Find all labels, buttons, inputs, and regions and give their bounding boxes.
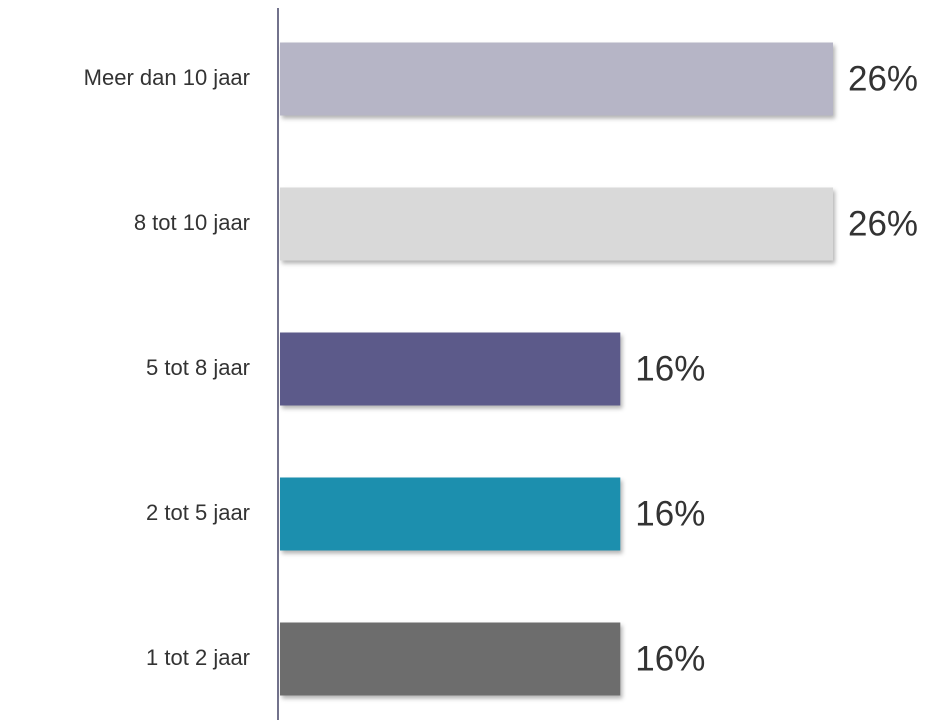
value-label: 26%	[848, 204, 918, 243]
category-label: 8 tot 10 jaar	[134, 210, 250, 235]
value-label: 16%	[635, 349, 705, 388]
bar	[280, 187, 833, 261]
value-label: 16%	[635, 639, 705, 678]
category-label: 2 tot 5 jaar	[146, 500, 250, 525]
category-label: 5 tot 8 jaar	[146, 355, 250, 380]
bar	[280, 332, 621, 406]
bar	[280, 42, 833, 116]
category-label: Meer dan 10 jaar	[84, 65, 250, 90]
value-label: 26%	[848, 59, 918, 98]
bar	[280, 477, 621, 551]
bar	[280, 622, 621, 696]
category-label: 1 tot 2 jaar	[146, 645, 250, 670]
value-label: 16%	[635, 494, 705, 533]
